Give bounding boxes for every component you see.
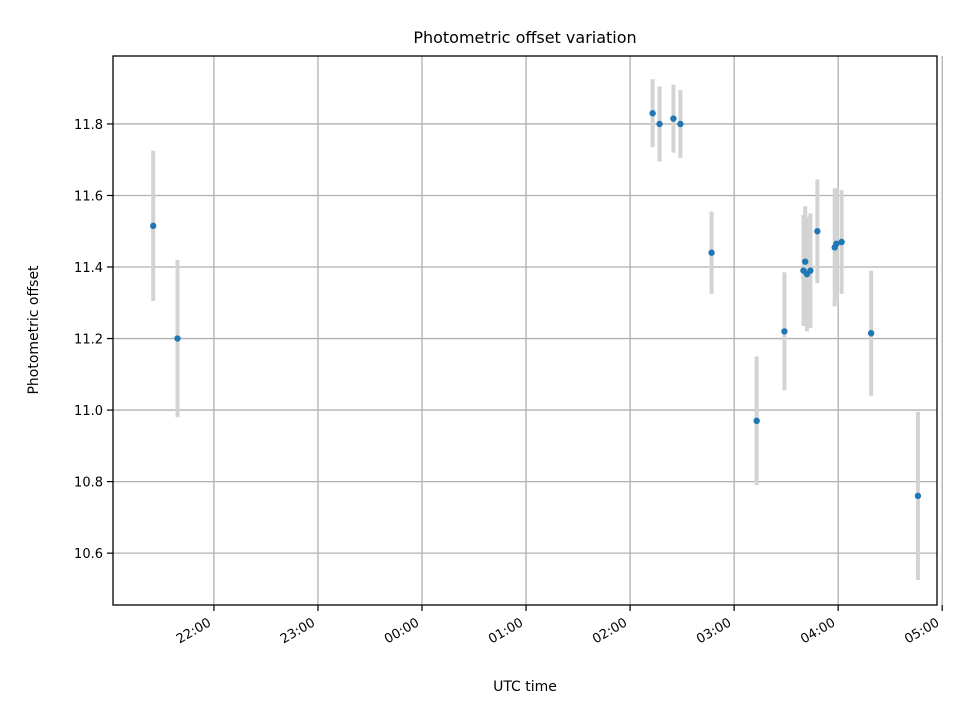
data-point <box>781 328 788 335</box>
data-point <box>802 258 809 265</box>
data-point <box>677 120 684 128</box>
y-axis-label: Photometric offset <box>26 265 42 395</box>
y-tick-label: 11.4 <box>74 261 103 276</box>
x-tick-label: 05:00 <box>902 615 942 647</box>
y-tick-label: 10.8 <box>74 476 103 491</box>
data-point <box>867 329 875 337</box>
y-tick-label: 11.0 <box>74 404 103 419</box>
data-point <box>838 238 845 246</box>
data-point <box>670 115 677 122</box>
data-point <box>833 240 840 247</box>
y-tick-label: 11.2 <box>74 333 103 348</box>
chart-title: Photometric offset variation <box>413 28 636 47</box>
data-point <box>150 222 157 230</box>
y-tick-label: 11.6 <box>74 189 103 204</box>
data-point <box>174 335 181 342</box>
data-point <box>914 492 922 500</box>
y-axis-ticks: 10.6 10.8 11.0 11.2 11.4 11.6 11.8 <box>74 118 113 562</box>
x-tick-label: 22:00 <box>174 615 214 647</box>
grid <box>113 56 943 605</box>
x-axis-ticks: 22:00 23:00 00:00 01:00 02:00 03:00 04:00 05:00 <box>174 605 943 647</box>
plot-frame <box>112 55 938 606</box>
data-point <box>753 417 760 425</box>
data-point <box>708 249 715 256</box>
y-tick-label: 10.6 <box>74 547 103 562</box>
x-axis-label: UTC time <box>493 679 557 695</box>
data-point <box>656 120 663 128</box>
data-point <box>649 110 656 117</box>
data-point <box>807 267 814 274</box>
data-points <box>150 110 922 500</box>
x-tick-label: 04:00 <box>798 615 838 647</box>
y-tick-label: 11.8 <box>74 118 103 133</box>
x-tick-label: 03:00 <box>694 615 734 647</box>
data-point <box>814 228 821 235</box>
error-bars <box>151 79 920 580</box>
x-tick-label: 23:00 <box>278 615 318 647</box>
x-tick-label: 01:00 <box>486 615 526 647</box>
x-tick-label: 00:00 <box>382 615 422 647</box>
x-tick-label: 02:00 <box>590 615 630 647</box>
